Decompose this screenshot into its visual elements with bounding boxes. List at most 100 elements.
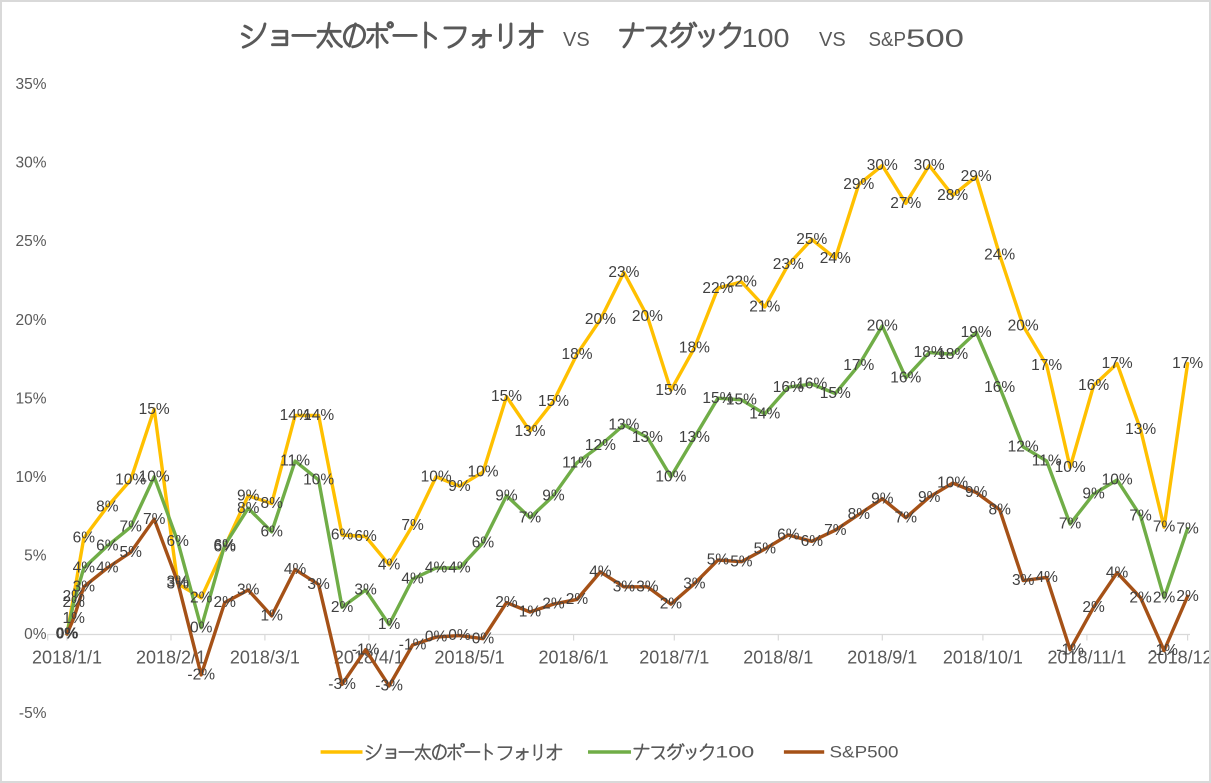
svg-text:10%: 10% (1102, 472, 1133, 489)
svg-text:2%: 2% (566, 591, 589, 608)
svg-text:4%: 4% (589, 564, 612, 581)
svg-text:29%: 29% (961, 168, 992, 185)
svg-text:24%: 24% (820, 250, 851, 267)
svg-text:5%: 5% (754, 541, 777, 558)
svg-text:0%: 0% (472, 630, 495, 647)
svg-text:2%: 2% (331, 599, 354, 616)
svg-text:16%: 16% (773, 379, 804, 396)
svg-text:2%: 2% (62, 588, 85, 605)
svg-text:0%: 0% (56, 626, 79, 643)
svg-text:29%: 29% (843, 176, 874, 193)
svg-text:10%: 10% (15, 469, 46, 486)
svg-text:0%: 0% (425, 629, 448, 646)
svg-text:8%: 8% (237, 500, 260, 517)
svg-text:20%: 20% (867, 318, 898, 335)
svg-text:2%: 2% (1129, 589, 1152, 606)
svg-text:15%: 15% (702, 390, 733, 407)
svg-text:2%: 2% (1082, 599, 1105, 616)
svg-text:5%: 5% (24, 548, 47, 565)
svg-text:3%: 3% (307, 576, 330, 593)
svg-text:0%: 0% (56, 626, 79, 643)
svg-text:3%: 3% (1012, 572, 1035, 589)
svg-text:6%: 6% (166, 533, 189, 550)
svg-text:30%: 30% (15, 155, 46, 172)
svg-text:3%: 3% (354, 582, 377, 599)
svg-text:9%: 9% (448, 478, 471, 495)
svg-text:13%: 13% (1125, 421, 1156, 438)
svg-text:2%: 2% (542, 596, 565, 613)
svg-text:14%: 14% (749, 406, 780, 423)
svg-text:6%: 6% (73, 530, 96, 547)
svg-text:6%: 6% (213, 538, 236, 555)
svg-text:2018/5/1: 2018/5/1 (435, 648, 505, 668)
svg-text:-1%: -1% (352, 641, 380, 658)
svg-text:16%: 16% (890, 369, 921, 386)
svg-text:35%: 35% (15, 76, 46, 93)
svg-text:2%: 2% (62, 594, 85, 611)
svg-text:3%: 3% (613, 578, 636, 595)
svg-text:2018/7/1: 2018/7/1 (639, 648, 709, 668)
svg-text:16%: 16% (1078, 377, 1109, 394)
svg-text:0%: 0% (448, 627, 471, 644)
svg-text:0%: 0% (56, 626, 79, 643)
svg-text:4%: 4% (73, 560, 96, 577)
svg-text:25%: 25% (15, 233, 46, 250)
svg-text:9%: 9% (965, 484, 988, 501)
svg-text:0%: 0% (190, 619, 213, 636)
svg-text:19%: 19% (961, 324, 992, 341)
svg-text:7%: 7% (1129, 508, 1152, 525)
svg-text:1%: 1% (260, 608, 283, 625)
svg-text:15%: 15% (820, 385, 851, 402)
svg-text:3%: 3% (166, 574, 189, 591)
svg-text:2018/9/1: 2018/9/1 (847, 648, 917, 668)
svg-text:-1%: -1% (1150, 642, 1178, 659)
svg-text:15%: 15% (15, 390, 46, 407)
svg-text:6%: 6% (96, 538, 119, 555)
svg-text:7%: 7% (824, 522, 847, 539)
svg-text:7%: 7% (1153, 519, 1176, 536)
svg-text:6%: 6% (354, 528, 377, 545)
svg-text:2018/8/1: 2018/8/1 (743, 648, 813, 668)
svg-text:30%: 30% (867, 157, 898, 174)
svg-text:10%: 10% (1055, 459, 1086, 476)
svg-text:15%: 15% (139, 401, 170, 418)
svg-text:-2%: -2% (187, 667, 215, 684)
svg-text:23%: 23% (608, 264, 639, 281)
svg-text:8%: 8% (988, 501, 1011, 518)
svg-text:18%: 18% (679, 340, 710, 357)
svg-text:-5%: -5% (19, 705, 47, 722)
svg-text:10%: 10% (303, 472, 334, 489)
svg-text:10%: 10% (421, 468, 452, 485)
svg-text:9%: 9% (871, 490, 894, 507)
svg-text:2%: 2% (660, 596, 683, 613)
svg-text:11%: 11% (562, 454, 592, 471)
svg-text:13%: 13% (679, 429, 710, 446)
svg-text:2018/2/1: 2018/2/1 (136, 648, 206, 668)
svg-text:4%: 4% (1106, 564, 1129, 581)
svg-text:3%: 3% (636, 578, 659, 595)
svg-text:2018/11/1: 2018/11/1 (1048, 648, 1127, 668)
svg-text:VS: VS (819, 29, 846, 51)
svg-text:7%: 7% (895, 509, 918, 526)
svg-text:4%: 4% (96, 560, 119, 577)
svg-text:2%: 2% (1176, 588, 1199, 605)
svg-text:1%: 1% (378, 616, 401, 633)
svg-text:9%: 9% (1082, 486, 1105, 503)
svg-text:16%: 16% (984, 379, 1015, 396)
svg-text:18%: 18% (937, 346, 968, 363)
svg-text:9%: 9% (495, 487, 518, 504)
svg-text:23%: 23% (773, 256, 804, 273)
svg-text:11%: 11% (280, 453, 310, 470)
svg-text:-3%: -3% (328, 676, 356, 693)
svg-text:8%: 8% (260, 495, 283, 512)
svg-text:21%: 21% (749, 299, 780, 316)
svg-text:27%: 27% (890, 195, 921, 212)
svg-text:4%: 4% (401, 571, 424, 588)
svg-text:2018/10/1: 2018/10/1 (943, 648, 1023, 668)
svg-text:12%: 12% (585, 437, 616, 454)
svg-text:2%: 2% (1153, 589, 1176, 606)
svg-text:1%: 1% (62, 610, 85, 627)
svg-text:7%: 7% (1176, 520, 1199, 537)
svg-text:10%: 10% (139, 468, 170, 485)
svg-text:17%: 17% (1031, 357, 1062, 374)
